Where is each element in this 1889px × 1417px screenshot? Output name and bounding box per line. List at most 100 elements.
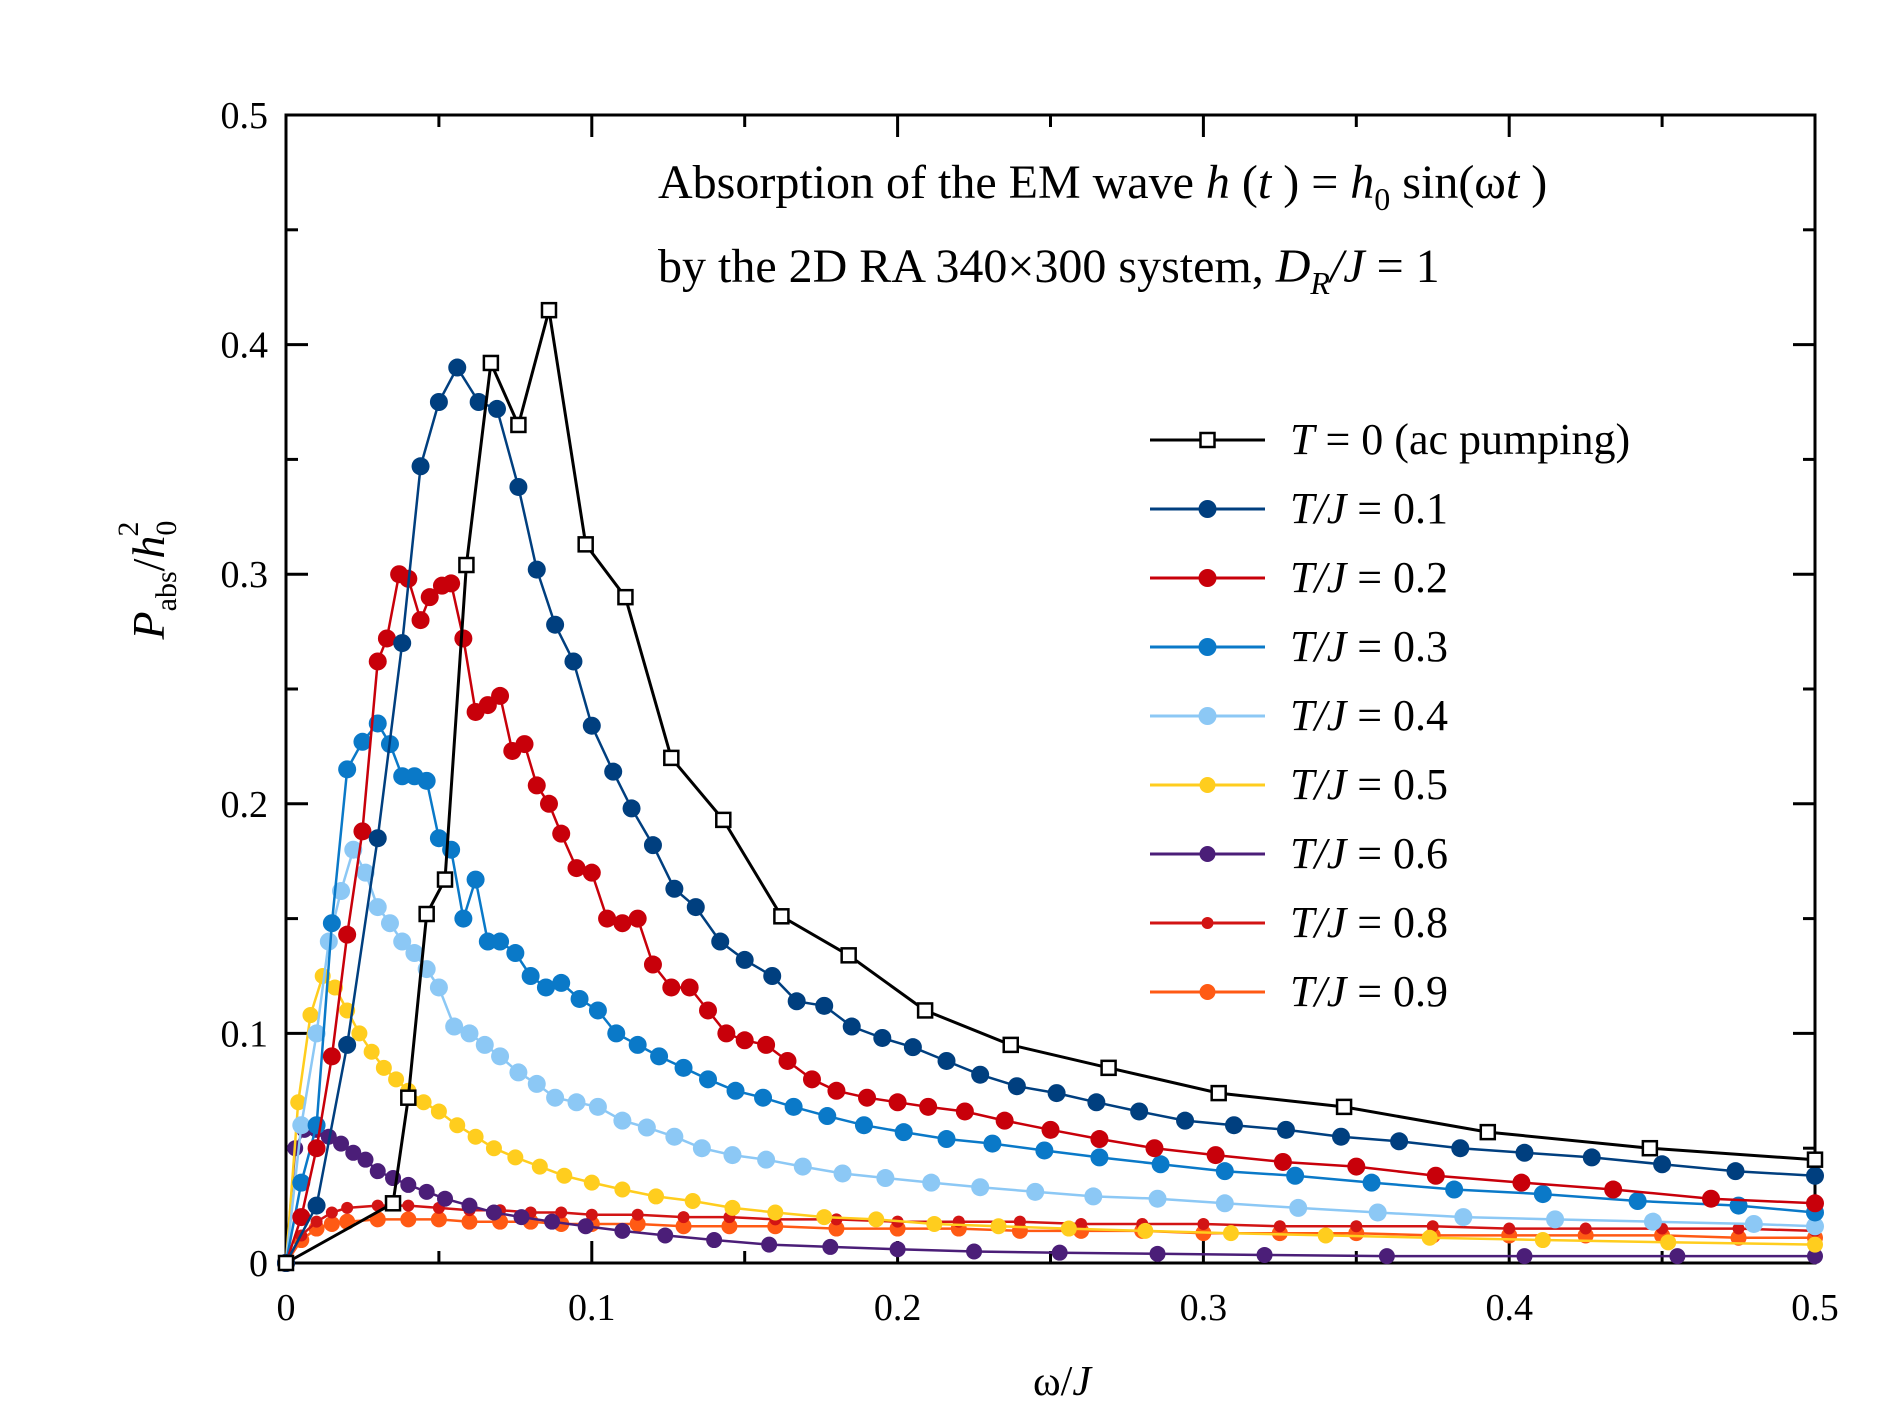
legend-label-value: = 0.8	[1346, 898, 1448, 947]
data-point	[467, 1128, 484, 1145]
data-point	[509, 1063, 528, 1082]
data-point	[919, 1097, 938, 1116]
data-point-square	[1641, 1139, 1659, 1157]
legend-label-var: T/J	[1290, 691, 1349, 740]
data-point	[356, 863, 375, 882]
data-point	[322, 1047, 341, 1066]
data-point	[323, 1215, 340, 1232]
data-point	[1075, 1217, 1088, 1230]
data-point	[983, 1134, 1002, 1153]
data-point	[1130, 1102, 1149, 1121]
data-point	[475, 1035, 494, 1054]
data-point-square	[418, 905, 435, 923]
data-point	[1426, 1220, 1439, 1233]
data-point-square	[1002, 1036, 1019, 1054]
data-point	[1378, 1248, 1395, 1265]
data-point	[1512, 1173, 1531, 1192]
legend-label-value: = 0 (ac pumping)	[1314, 415, 1630, 464]
data-point	[442, 840, 461, 859]
data-point	[1215, 1162, 1234, 1181]
data-point-square	[663, 749, 680, 767]
data-point	[341, 1201, 354, 1214]
data-point	[662, 978, 681, 997]
x-tick-label: 0.3	[1180, 1287, 1228, 1329]
data-point	[648, 1188, 665, 1205]
data-point	[1224, 1116, 1243, 1135]
data-point	[448, 358, 467, 377]
data-point-square	[916, 1002, 934, 1019]
data-point	[1660, 1234, 1677, 1251]
data-point	[491, 1047, 510, 1066]
y-tick-label: 0.2	[221, 784, 269, 826]
data-point	[990, 1218, 1007, 1235]
data-point	[491, 932, 510, 951]
data-point	[469, 393, 488, 411]
annotation-line-1: Absorption of the EM wave h (t ) = h0 si…	[658, 156, 1547, 217]
legend-label: T/J = 0.9	[1290, 967, 1448, 1016]
data-point	[449, 1117, 466, 1134]
data-point	[418, 1183, 435, 1200]
legend-label-var: T/J	[1290, 760, 1349, 809]
x-tick-label: 0.5	[1791, 1287, 1839, 1329]
data-point	[292, 1116, 311, 1135]
data-point	[1013, 1215, 1026, 1228]
x-tick-label: 0.1	[568, 1287, 616, 1329]
x-tick-label: 0.2	[874, 1287, 922, 1329]
data-point	[363, 1043, 380, 1060]
y-axis-label: Pabs/h02	[112, 521, 183, 641]
data-point	[724, 1199, 741, 1216]
data-point	[536, 978, 555, 997]
data-point	[1137, 1222, 1154, 1239]
series-t02	[277, 565, 1824, 1272]
data-point	[1051, 1244, 1068, 1261]
data-point	[723, 1146, 742, 1165]
data-point	[353, 822, 372, 841]
y-tick-label: 0.1	[221, 1013, 269, 1055]
data-point	[1546, 1210, 1565, 1229]
data-point	[1515, 1143, 1534, 1162]
legend-label-value: = 0.9	[1346, 967, 1448, 1016]
legend-label: T/J = 0.8	[1290, 898, 1448, 947]
data-point	[1286, 1166, 1305, 1185]
data-point	[699, 1070, 718, 1089]
legend-label-value: = 0.4	[1346, 691, 1448, 740]
data-point	[922, 1173, 941, 1192]
data-point	[613, 914, 632, 933]
x-tick-label: 0	[277, 1287, 296, 1329]
x-axis-label: ω/J	[1033, 1359, 1093, 1405]
legend-marker-dot	[1198, 638, 1217, 656]
legend-label-value: = 0.3	[1346, 622, 1448, 671]
data-point	[1579, 1222, 1592, 1235]
data-point	[353, 732, 372, 751]
data-point	[445, 1017, 464, 1036]
data-point	[417, 771, 436, 790]
data-point	[717, 1024, 736, 1043]
data-point	[429, 829, 448, 848]
series-layer	[277, 301, 1824, 1272]
data-point	[411, 611, 430, 630]
data-point-square	[510, 416, 527, 434]
data-point	[582, 863, 601, 882]
data-point	[585, 1208, 598, 1221]
data-point	[830, 1213, 843, 1226]
legend-marker-dot	[1199, 846, 1216, 862]
data-point	[815, 996, 834, 1015]
data-point	[527, 1074, 546, 1093]
data-point-square	[540, 301, 558, 319]
legend: T = 0 (ac pumping)T/J = 0.1T/J = 0.2T/J …	[1150, 415, 1630, 1016]
data-point	[429, 978, 448, 997]
data-point	[888, 1093, 907, 1112]
data-point	[1060, 1220, 1077, 1237]
data-point	[1534, 1232, 1551, 1249]
legend-label-var: T/J	[1290, 553, 1349, 602]
data-point	[686, 898, 705, 917]
data-point	[726, 1081, 745, 1100]
data-point-square	[277, 1254, 295, 1272]
data-point	[420, 588, 439, 607]
data-point	[926, 1215, 943, 1232]
data-point	[1454, 1208, 1473, 1227]
data-point	[598, 909, 617, 928]
data-point	[858, 1088, 877, 1107]
data-point	[1087, 1093, 1106, 1112]
data-point	[767, 1204, 784, 1221]
